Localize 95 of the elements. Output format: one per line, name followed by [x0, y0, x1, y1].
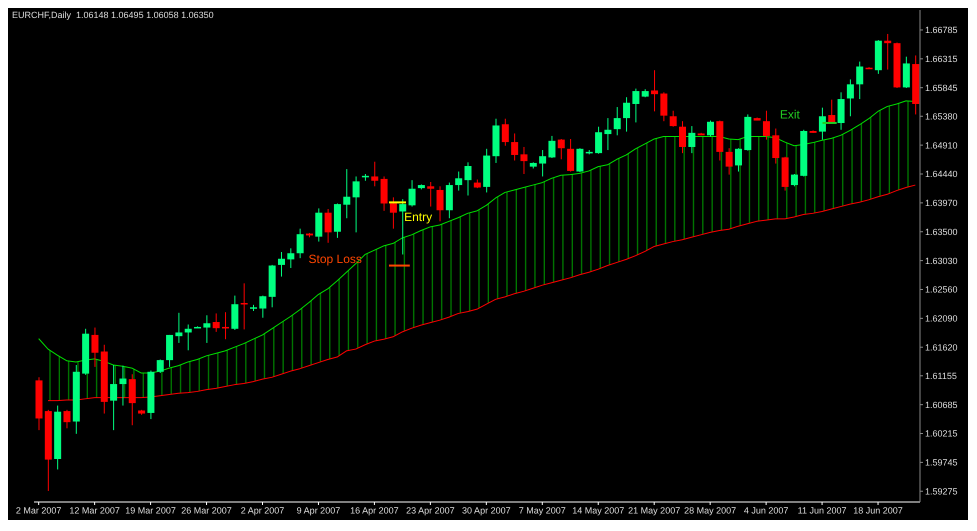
candlestick — [352, 176, 360, 233]
candlestick — [660, 92, 668, 122]
candlestick — [567, 138, 574, 172]
x-tick-label: 19 Mar 2007 — [125, 505, 176, 516]
candlestick — [110, 364, 118, 431]
y-tick-label: 1.65380 — [925, 111, 958, 122]
candlestick — [846, 78, 854, 117]
candlestick — [688, 126, 696, 154]
candlestick — [259, 295, 266, 318]
y-tick-label: 1.60215 — [925, 428, 958, 439]
candlestick — [651, 70, 658, 112]
y-tick-label: 1.61155 — [925, 370, 957, 381]
candlestick — [119, 365, 126, 406]
y-tick-label: 1.64910 — [925, 140, 958, 150]
y-tick-label: 1.62090 — [925, 314, 958, 324]
x-tick-label: 18 Jun 2007 — [853, 505, 903, 516]
x-tick-label: 2 Mar 2007 — [16, 505, 62, 516]
annotation: Exit — [780, 107, 801, 122]
x-tick-label: 12 Mar 2007 — [69, 505, 120, 516]
candlestick — [576, 148, 584, 173]
candlestick — [175, 312, 182, 344]
y-tick-label: 1.59275 — [925, 486, 958, 496]
candlestick — [679, 120, 686, 154]
candlestick — [828, 99, 836, 124]
candlestick — [706, 120, 714, 138]
candlestick — [315, 208, 322, 242]
candlestick — [614, 106, 621, 136]
annotation: Stop Loss — [308, 252, 362, 266]
candlestick — [548, 135, 556, 159]
line-series — [47, 184, 916, 402]
candlestick — [287, 248, 294, 268]
candlestick — [902, 56, 910, 89]
candlestick — [63, 409, 70, 429]
candlestick — [632, 88, 640, 123]
candlestick — [343, 168, 350, 219]
annotation: Entry — [404, 210, 432, 224]
candlestick — [399, 198, 406, 255]
y-tick-label: 1.59745 — [925, 458, 958, 468]
candlestick — [511, 132, 518, 161]
candlestick — [595, 126, 602, 154]
candlestick — [212, 312, 220, 332]
candlestick — [762, 110, 770, 140]
candlestick — [390, 196, 397, 230]
candlestick — [222, 312, 230, 340]
x-tick-label: 11 Jun 2007 — [798, 505, 847, 516]
y-tick-label: 1.61620 — [925, 342, 958, 352]
x-tick-label: 14 May 2007 — [572, 505, 624, 516]
y-tick-label: 1.64440 — [925, 169, 958, 180]
candlestick — [156, 359, 164, 374]
candlestick — [455, 171, 462, 192]
x-tick-label: 2 Apr 2007 — [240, 505, 284, 516]
chart-title: EURCHF,Daily 1.06148 1.06495 1.06058 1.06350 — [12, 10, 214, 20]
candlestick — [670, 110, 677, 128]
candlestick — [278, 252, 285, 278]
candlestick — [623, 96, 630, 132]
candlestick — [502, 118, 509, 146]
candlestick — [464, 162, 472, 196]
y-tick-label: 1.65845 — [925, 82, 958, 93]
candlestick — [772, 128, 780, 164]
candlestick — [436, 186, 444, 222]
y-tick-label: 1.66785 — [925, 25, 958, 36]
candlestick — [604, 118, 612, 151]
x-tick-label: 28 May 2007 — [684, 505, 736, 516]
candlestick — [558, 138, 565, 160]
candlestick — [91, 327, 98, 368]
candlestick — [734, 148, 742, 172]
y-tick-label: 1.63030 — [925, 256, 958, 266]
x-tick-label: 7 May 2007 — [518, 505, 566, 516]
candlestick — [856, 61, 864, 100]
x-tick-label: 4 Jun 2007 — [744, 505, 788, 516]
candlestick — [324, 208, 332, 244]
x-tick-label: 23 Apr 2007 — [406, 505, 455, 516]
candlestick — [539, 150, 546, 177]
x-tick-label: 26 Mar 2007 — [181, 505, 232, 516]
x-tick-label: 21 May 2007 — [628, 505, 680, 516]
y-tick-label: 1.60685 — [925, 400, 958, 410]
candlestick — [296, 228, 304, 259]
candlestick — [408, 180, 416, 208]
y-tick-label: 1.63970 — [925, 198, 958, 208]
candlestick — [726, 148, 733, 176]
candlestick — [240, 282, 248, 330]
candlestick — [203, 314, 210, 344]
candlestick — [818, 107, 826, 140]
candlestick — [184, 324, 192, 351]
candlestick — [838, 92, 845, 130]
candlestick — [371, 161, 378, 187]
x-tick-label: 9 Apr 2007 — [296, 505, 340, 516]
candlestick — [884, 33, 892, 70]
y-tick-label: 1.63500 — [925, 226, 958, 237]
x-tick-label: 16 Apr 2007 — [350, 505, 399, 516]
y-tick-label: 1.62560 — [925, 284, 958, 295]
candlestick — [790, 174, 798, 187]
candlestick — [520, 146, 528, 174]
x-tick-label: 30 Apr 2007 — [462, 505, 511, 516]
y-tick-label: 1.66315 — [925, 54, 958, 64]
